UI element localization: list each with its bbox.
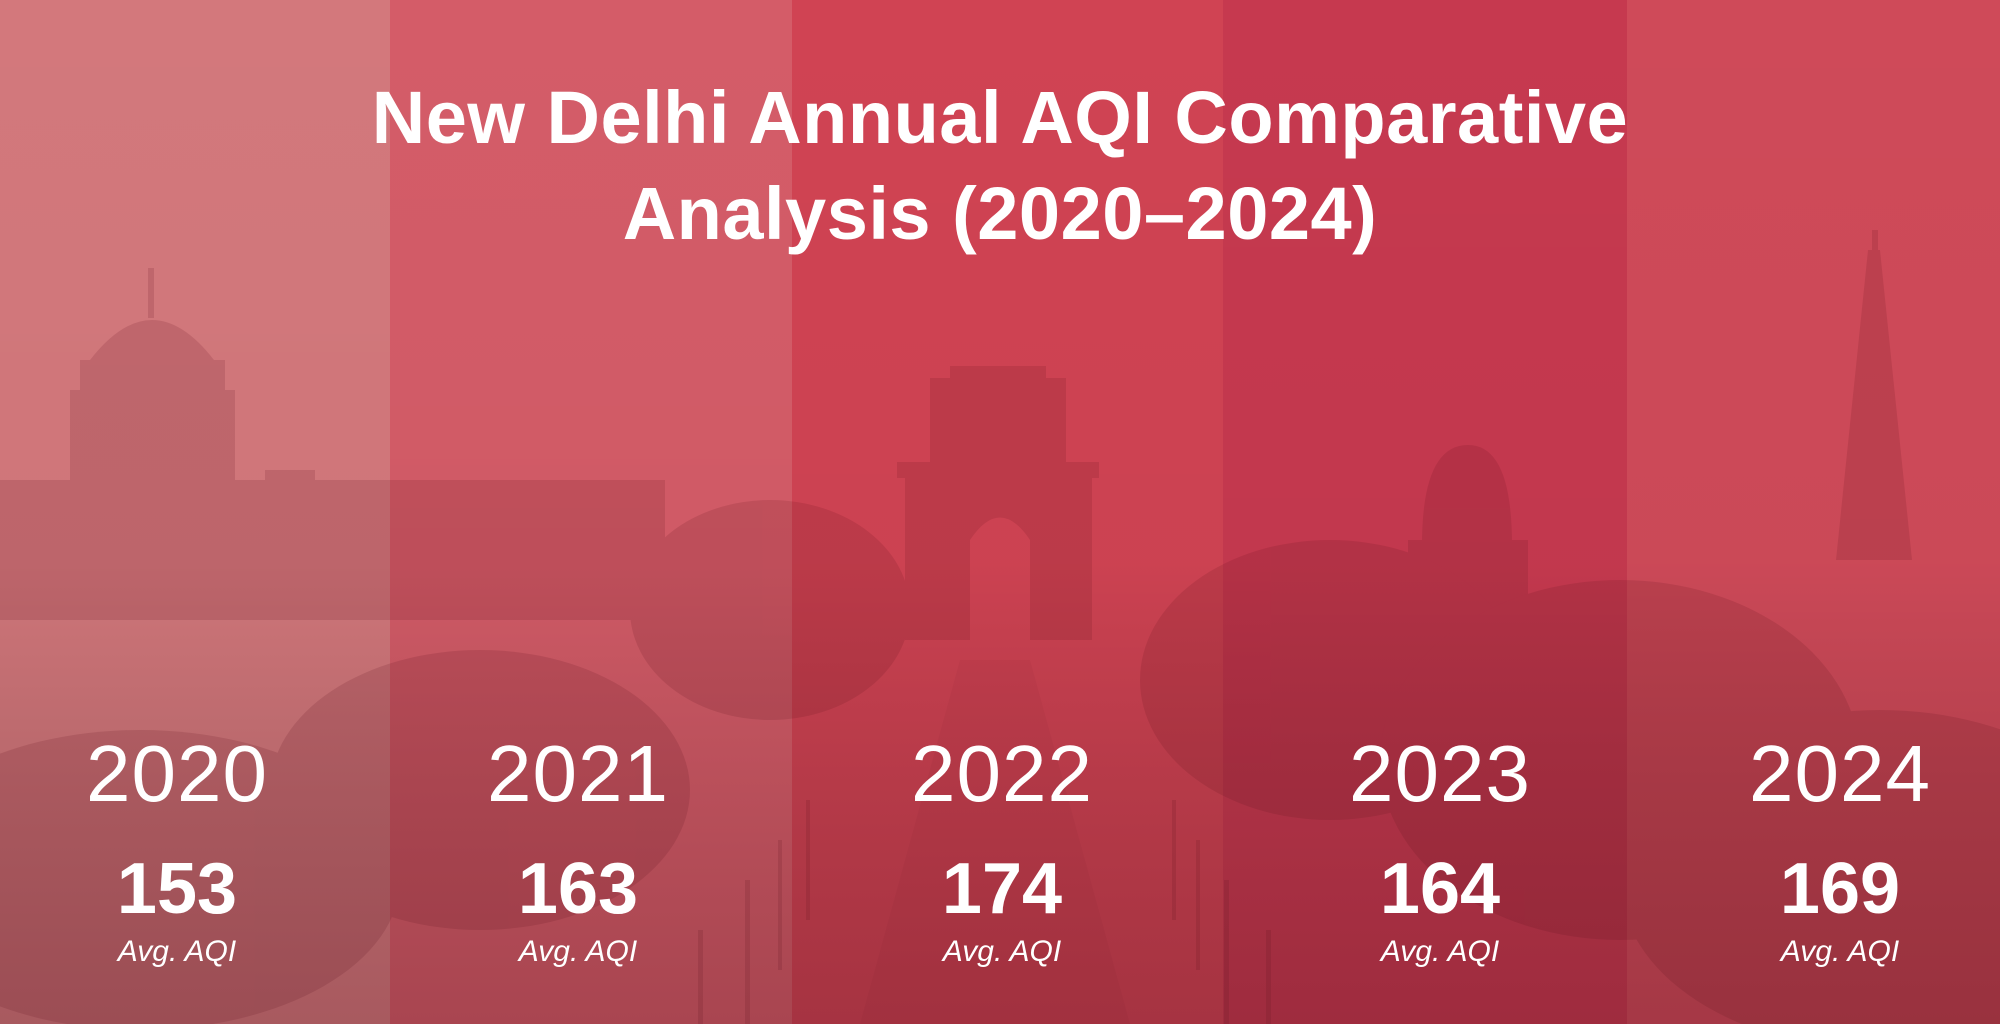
aqi-unit-label-2024: Avg. AQI (1780, 935, 1900, 968)
year-label-2020: 2020 (86, 729, 268, 818)
year-label-2023: 2023 (1349, 729, 1531, 818)
year-label-2021: 2021 (487, 729, 669, 818)
chart-title: New Delhi Annual AQI Comparative Analysi… (371, 76, 1629, 255)
year-label-2024: 2024 (1749, 729, 1931, 818)
aqi-value-2023: 164 (1379, 849, 1501, 929)
year-label-2022: 2022 (911, 729, 1093, 818)
aqi-unit-label-2021: Avg. AQI (518, 935, 638, 968)
aqi-unit-label-2022: Avg. AQI (942, 935, 1062, 968)
aqi-value-2024: 169 (1779, 849, 1901, 929)
aqi-value-2022: 174 (941, 849, 1063, 929)
aqi-unit-label-2020: Avg. AQI (117, 935, 237, 968)
aqi-value-2021: 163 (517, 849, 639, 929)
aqi-unit-label-2023: Avg. AQI (1380, 935, 1500, 968)
aqi-value-2020: 153 (116, 849, 238, 929)
